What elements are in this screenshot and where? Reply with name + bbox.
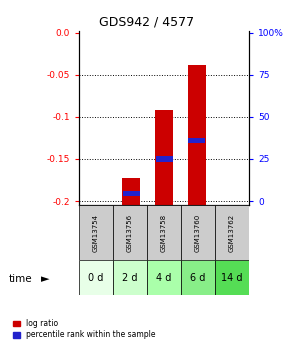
FancyBboxPatch shape (113, 205, 147, 260)
FancyBboxPatch shape (79, 205, 113, 260)
Text: GSM13758: GSM13758 (161, 214, 167, 252)
FancyBboxPatch shape (113, 260, 147, 295)
Bar (156, 157, 173, 161)
Bar (122, 178, 140, 205)
FancyBboxPatch shape (79, 260, 113, 295)
FancyBboxPatch shape (147, 260, 181, 295)
Text: GSM13756: GSM13756 (127, 214, 133, 252)
Bar (123, 191, 140, 196)
Text: 0 d: 0 d (88, 273, 104, 283)
Text: GSM13760: GSM13760 (195, 214, 201, 252)
Text: 4 d: 4 d (156, 273, 172, 283)
Text: 14 d: 14 d (221, 273, 243, 283)
Legend: log ratio, percentile rank within the sample: log ratio, percentile rank within the sa… (13, 319, 156, 339)
FancyBboxPatch shape (147, 205, 181, 260)
Bar (188, 65, 206, 205)
FancyBboxPatch shape (215, 260, 249, 295)
Text: ►: ► (41, 274, 50, 284)
FancyBboxPatch shape (181, 260, 215, 295)
Text: 6 d: 6 d (190, 273, 206, 283)
FancyBboxPatch shape (215, 205, 249, 260)
Bar (188, 138, 205, 143)
Bar (155, 110, 173, 205)
Text: time: time (9, 274, 33, 284)
Text: 2 d: 2 d (122, 273, 138, 283)
Text: GSM13754: GSM13754 (93, 214, 99, 252)
Text: GDS942 / 4577: GDS942 / 4577 (99, 16, 194, 29)
Text: GSM13762: GSM13762 (229, 214, 235, 252)
FancyBboxPatch shape (181, 205, 215, 260)
